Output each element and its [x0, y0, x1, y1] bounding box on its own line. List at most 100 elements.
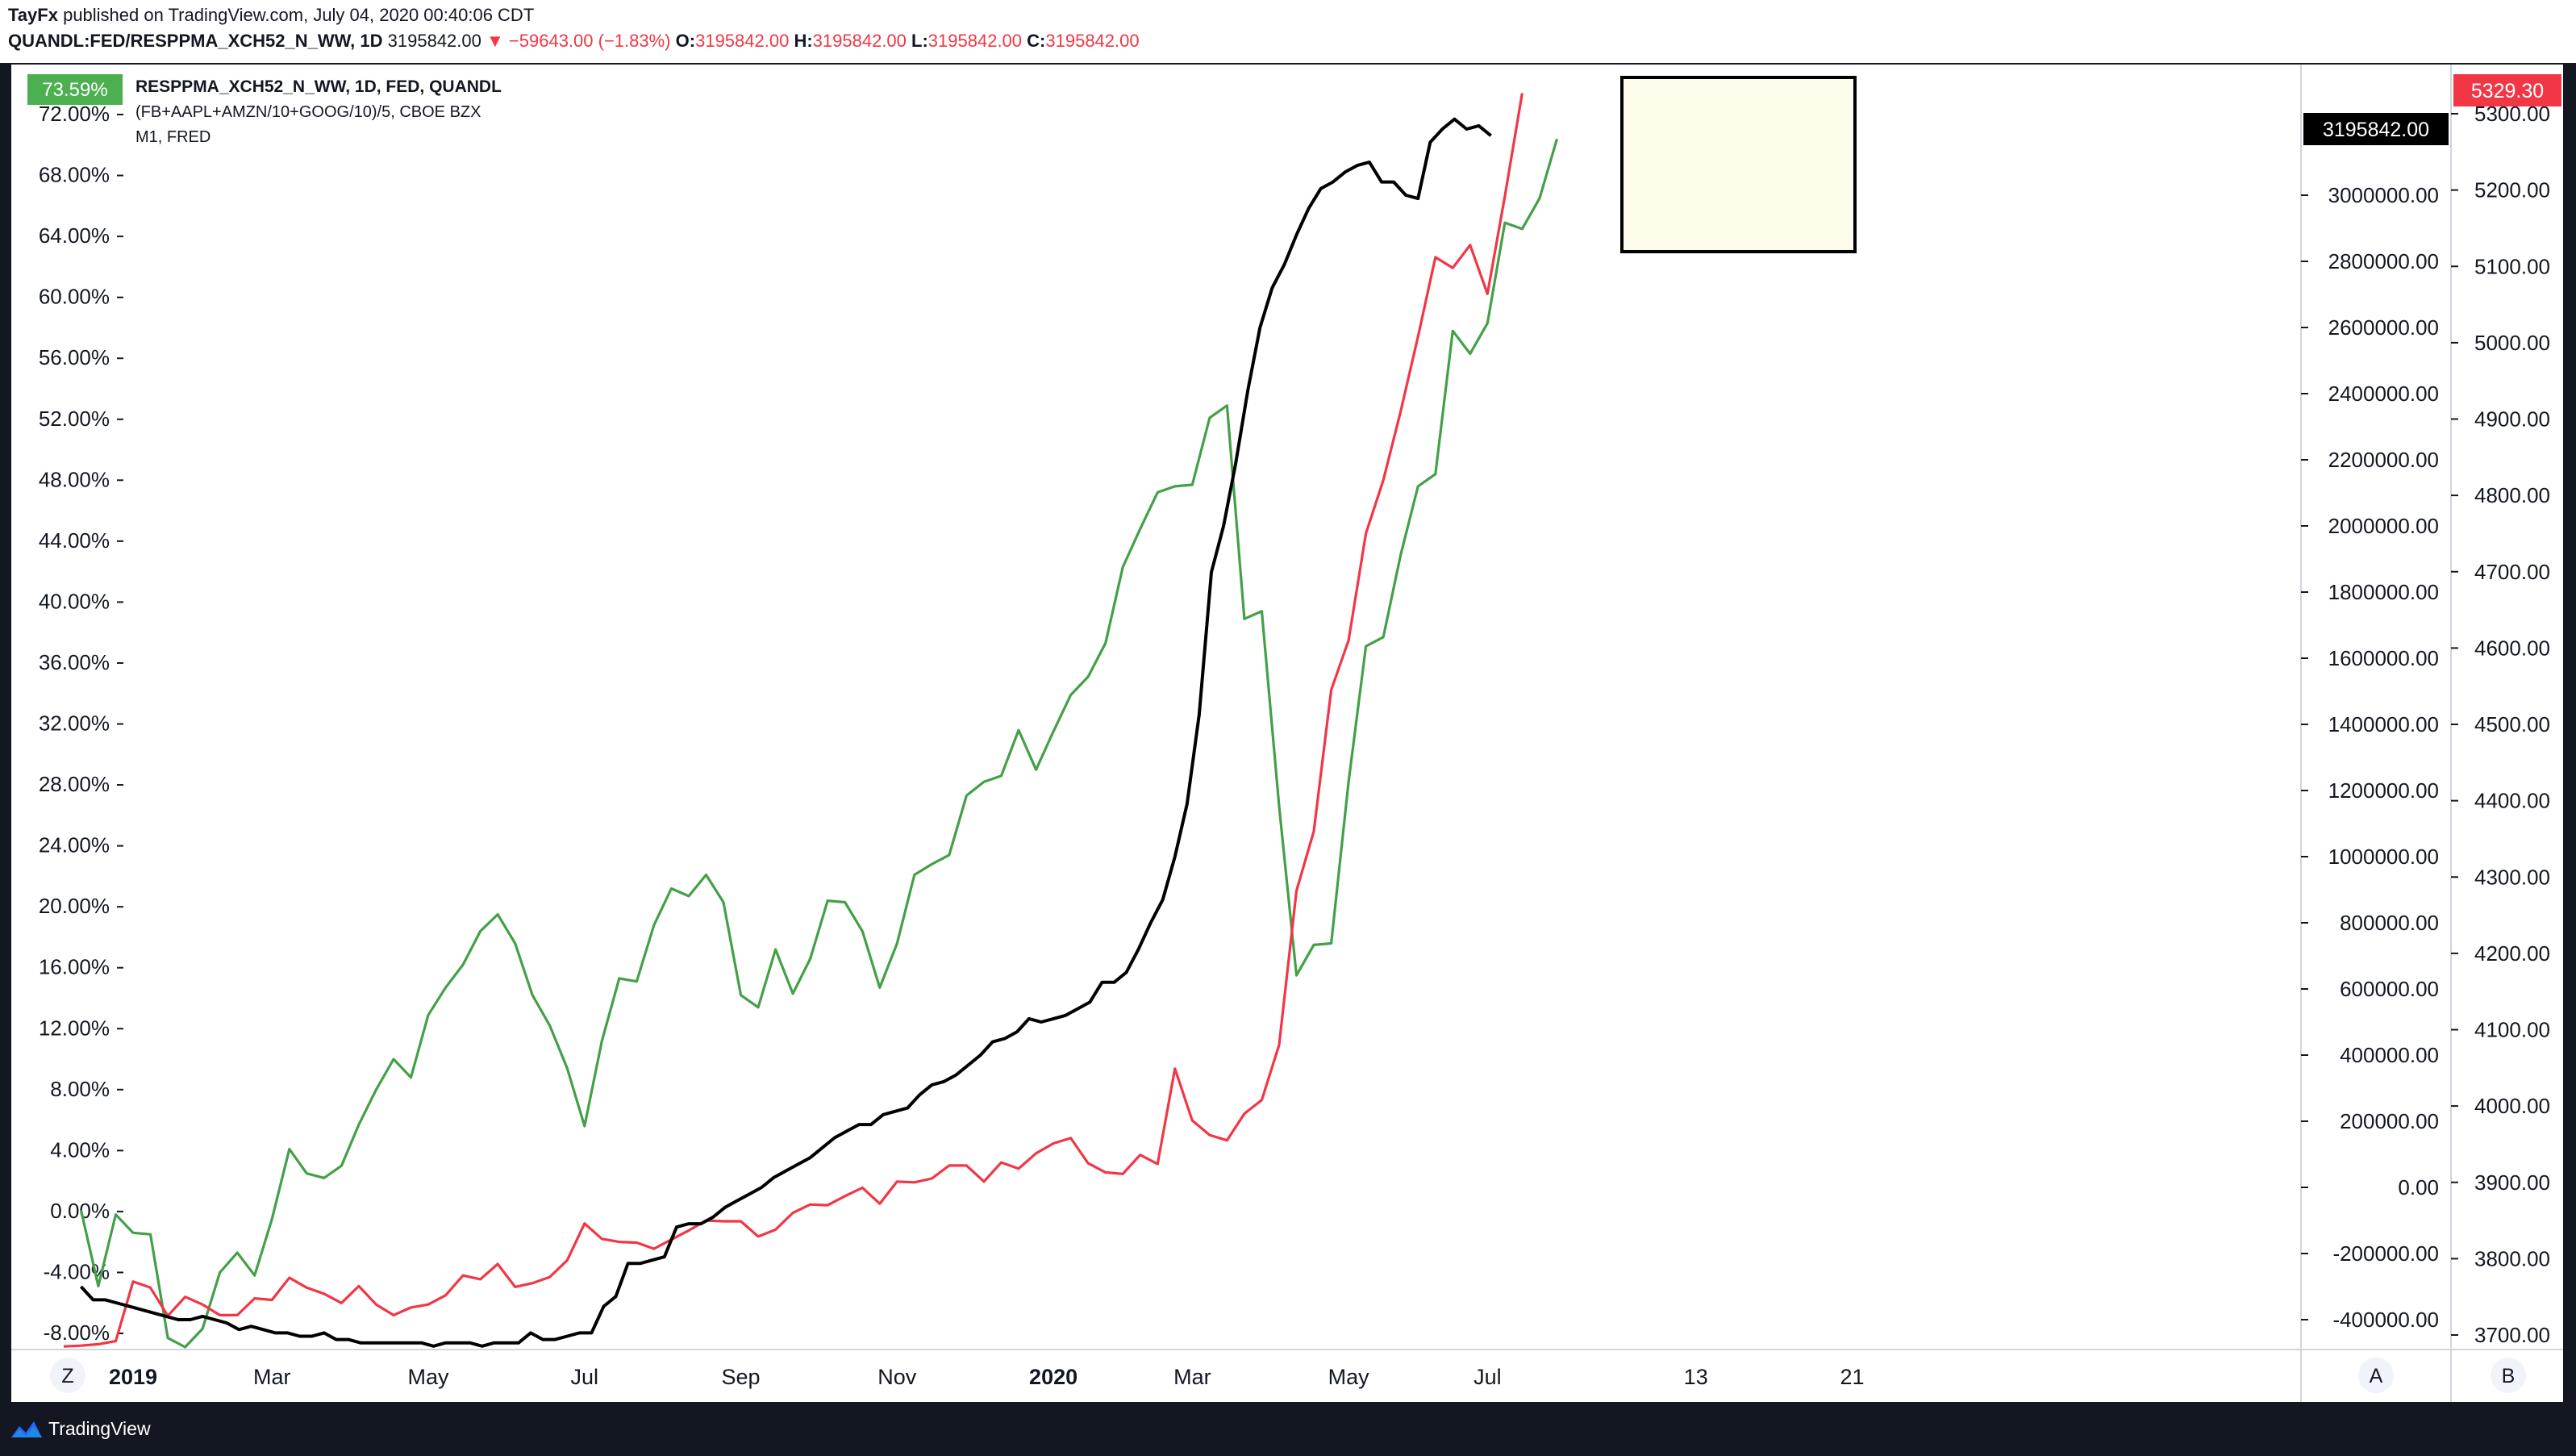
- mid-axis-label: 3000000.00: [2328, 183, 2439, 207]
- high-value: 3195842.00: [812, 31, 907, 51]
- tradingview-brand[interactable]: TradingView: [48, 1418, 151, 1439]
- right-axis-label: 3800.00: [2474, 1246, 2550, 1270]
- mid-value-badge: 3195842.00: [2303, 113, 2449, 145]
- left-axis-label: 48.00%: [39, 467, 110, 491]
- auto-scale-label[interactable]: A: [2370, 1365, 2383, 1387]
- b-scale-bg[interactable]: [2491, 1358, 2526, 1393]
- right-axis-label: 4900.00: [2474, 407, 2550, 432]
- right-axis-label: 4400.00: [2474, 789, 2550, 813]
- time-axis-label: 2020: [1029, 1365, 1078, 1389]
- left-axis-label: 36.00%: [39, 650, 110, 674]
- left-badge-text: 73.59%: [42, 79, 107, 101]
- right-axis-label: 5000.00: [2474, 331, 2550, 355]
- mid-axis-label: 2200000.00: [2328, 448, 2439, 472]
- annotation-rectangle[interactable]: [1620, 76, 1857, 253]
- left-axis-label: 52.00%: [39, 407, 110, 431]
- footer: TradingView: [0, 1402, 2576, 1456]
- high-label: H:: [794, 31, 813, 51]
- mid-axis-label: 1200000.00: [2328, 778, 2439, 803]
- down-arrow-icon: ▼: [486, 31, 504, 51]
- mid-axis-label: 800000.00: [2340, 911, 2439, 935]
- left-axis-label: 24.00%: [39, 833, 110, 857]
- left-axis-label: 56.00%: [39, 345, 110, 369]
- left-price-axis[interactable]: 72.00% 68.00% 64.00% 60.00% 56.00% 52.00% 48.0…: [39, 102, 123, 1345]
- time-axis-label: 2019: [109, 1365, 157, 1389]
- legend-line-1: RESPPMA_XCH52_N_WW, 1D, FED, QUANDL: [135, 77, 502, 96]
- left-axis-label: 28.00%: [39, 772, 110, 796]
- legend-line-2: (FB+AAPL+AMZN/10+GOOG/10)/5, CBOE BZX: [135, 103, 481, 121]
- mid-axis-label: 400000.00: [2340, 1043, 2439, 1067]
- right-value-badge: 5329.30: [2453, 74, 2561, 106]
- left-axis-label: 64.00%: [39, 223, 110, 248]
- mid-axis-label: 2800000.00: [2328, 249, 2439, 273]
- right-axis-label: 4000.00: [2474, 1094, 2550, 1118]
- left-axis-label: 32.00%: [39, 711, 110, 736]
- chart-canvas[interactable]: 72.00% 68.00% 64.00% 60.00% 56.00% 52.00% 48.0…: [0, 0, 2576, 1402]
- auto-scale-button[interactable]: A: [2358, 1358, 2394, 1393]
- time-axis-label: 21: [1840, 1365, 1864, 1389]
- left-value-badge: 73.59%: [27, 74, 123, 105]
- right-axis-label: 3700.00: [2474, 1323, 2550, 1347]
- right-axis-label: 4200.00: [2474, 941, 2550, 966]
- left-axis-label: 20.00%: [39, 894, 110, 918]
- auto-scale-bg[interactable]: [2358, 1358, 2394, 1393]
- left-axis-label: 8.00%: [50, 1077, 110, 1101]
- legend-line-3: M1, FRED: [135, 128, 210, 146]
- b-scale-button[interactable]: B: [2491, 1358, 2526, 1393]
- time-axis-label: Jul: [571, 1365, 599, 1389]
- low-value: 3195842.00: [927, 31, 1023, 51]
- left-axis-label: 4.00%: [50, 1137, 110, 1162]
- left-axis-label: 40.00%: [39, 589, 110, 613]
- chart-area[interactable]: [11, 65, 2563, 1402]
- series-line-black[interactable]: [79, 117, 1492, 1348]
- z-button-bg[interactable]: [50, 1358, 85, 1393]
- mid-axis-label: 600000.00: [2340, 977, 2439, 1001]
- low-label: L:: [911, 31, 928, 51]
- right-axis-label: 4500.00: [2474, 712, 2550, 736]
- b-scale-label[interactable]: B: [2502, 1365, 2516, 1387]
- time-axis-label: Mar: [253, 1365, 291, 1389]
- close-label: C:: [1027, 31, 1046, 51]
- time-axis-label: 13: [1684, 1365, 1708, 1389]
- mid-axis-label: 2000000.00: [2328, 514, 2439, 538]
- time-axis-label: May: [1328, 1365, 1370, 1389]
- right-badge-bg: [2453, 74, 2561, 106]
- right-axis-label: 4300.00: [2474, 865, 2550, 889]
- left-badge-bg: [27, 74, 123, 105]
- left-axis-label: 68.00%: [39, 163, 110, 187]
- series-line-green[interactable]: [79, 138, 1559, 1349]
- mid-axis-label: -200000.00: [2332, 1241, 2439, 1266]
- left-axis-label: 60.00%: [39, 285, 110, 309]
- publish-date: published on TradingView.com, July 04, 2…: [63, 5, 535, 25]
- left-axis-label: -8.00%: [44, 1320, 110, 1345]
- time-axis[interactable]: 2019 Mar May Jul Sep Nov 2020 Mar May Jul 13 21: [109, 1365, 1865, 1389]
- right-axis-label: 4600.00: [2474, 636, 2550, 660]
- symbol-info: QUANDL:FED/RESPPMA_XCH52_N_WW, 1D 319584…: [8, 31, 1140, 52]
- last-price: 3195842.00: [387, 31, 481, 51]
- left-axis-label: 44.00%: [39, 528, 110, 553]
- close-value: 3195842.00: [1045, 31, 1140, 51]
- series-line-red[interactable]: [63, 93, 1524, 1348]
- mid-axis-label: 1800000.00: [2328, 580, 2439, 604]
- time-axis-label: May: [408, 1365, 450, 1389]
- left-axis-label: 16.00%: [39, 955, 110, 979]
- symbol-name: QUANDL:FED/RESPPMA_XCH52_N_WW, 1D: [8, 31, 383, 51]
- open-value: 3195842.00: [695, 31, 790, 51]
- z-button[interactable]: Z: [50, 1358, 85, 1393]
- middle-price-axis[interactable]: 3000000.00 2800000.00 2600000.00 2400000.00…: [2301, 183, 2439, 1332]
- publish-header: TayFx published on TradingView.com, July…: [0, 0, 2576, 63]
- mid-badge-bg: [2303, 113, 2449, 145]
- z-button-label[interactable]: Z: [61, 1365, 73, 1387]
- left-axis-label: 12.00%: [39, 1016, 110, 1040]
- right-axis-label: 5200.00: [2474, 178, 2550, 202]
- right-badge-text: 5329.30: [2471, 80, 2544, 102]
- author-name[interactable]: TayFx: [8, 5, 58, 25]
- left-axis-label: 72.00%: [39, 102, 110, 126]
- mid-axis-label: 1600000.00: [2328, 646, 2439, 670]
- mid-axis-label: 0.00: [2398, 1175, 2439, 1199]
- legend: RESPPMA_XCH52_N_WW, 1D, FED, QUANDL (FB+…: [135, 77, 502, 146]
- right-axis-label: 4800.00: [2474, 483, 2550, 507]
- mid-axis-label: 2600000.00: [2328, 315, 2439, 340]
- mid-axis-label: -400000.00: [2332, 1308, 2439, 1332]
- price-change: −59643.00 (−1.83%): [508, 31, 671, 51]
